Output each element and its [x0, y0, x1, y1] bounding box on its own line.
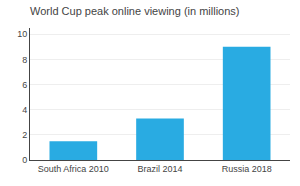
svg-text:8: 8 [22, 55, 27, 65]
svg-text:2: 2 [22, 130, 27, 140]
svg-text:4: 4 [22, 105, 27, 115]
svg-text:Brazil 2014: Brazil 2014 [137, 164, 182, 174]
svg-text:6: 6 [22, 80, 27, 90]
svg-text:Russia 2018: Russia 2018 [222, 164, 272, 174]
svg-text:South Africa 2010: South Africa 2010 [38, 164, 109, 174]
svg-text:10: 10 [17, 29, 27, 39]
svg-text:World Cup peak online viewing: World Cup peak online viewing (in millio… [30, 5, 240, 17]
svg-text:0: 0 [22, 155, 27, 165]
